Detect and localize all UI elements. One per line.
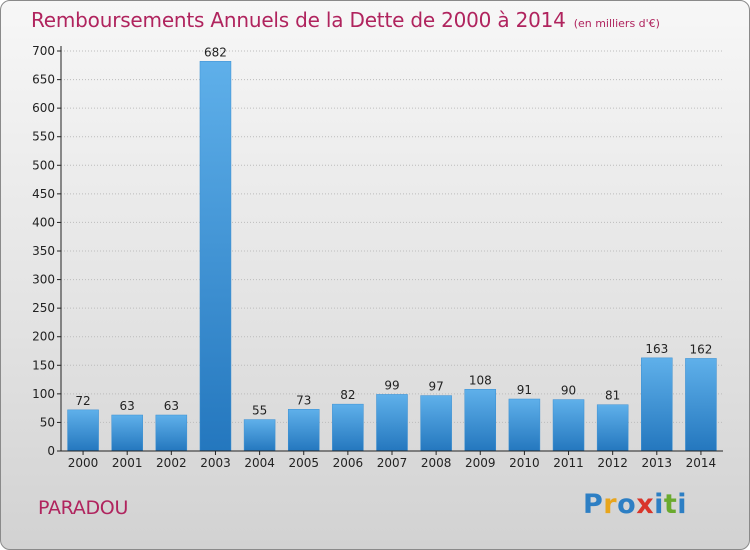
bar bbox=[376, 394, 408, 452]
chart-title-row: Remboursements Annuels de la Dette de 20… bbox=[31, 8, 660, 32]
y-tick-label: 300 bbox=[32, 273, 55, 287]
chart-unit-note: (en milliers d'€) bbox=[573, 17, 660, 30]
bar-value-label: 108 bbox=[469, 373, 492, 387]
x-tick-label: 2013 bbox=[642, 456, 673, 470]
y-tick-label: 550 bbox=[32, 130, 55, 144]
bar bbox=[552, 399, 585, 452]
bar bbox=[685, 358, 717, 452]
bar bbox=[464, 389, 497, 452]
bar bbox=[67, 409, 99, 452]
bar-value-label: 73 bbox=[296, 393, 311, 407]
bar bbox=[155, 414, 188, 452]
y-tick-label: 600 bbox=[32, 101, 55, 115]
logo-letter: o bbox=[617, 489, 637, 520]
logo-letter: r bbox=[603, 489, 618, 520]
y-tick-label: 650 bbox=[32, 73, 55, 87]
bar-value-label: 99 bbox=[384, 378, 399, 392]
logo-letter: t bbox=[663, 489, 678, 520]
x-tick-label: 2002 bbox=[156, 456, 187, 470]
y-tick-label: 150 bbox=[32, 358, 55, 372]
chart-title: Remboursements Annuels de la Dette de 20… bbox=[31, 8, 566, 32]
bar bbox=[420, 395, 452, 452]
grid-lines bbox=[61, 50, 723, 423]
x-tick-label: 2014 bbox=[686, 456, 717, 470]
x-tick-label: 2007 bbox=[377, 456, 408, 470]
x-tick-label: 2011 bbox=[553, 456, 584, 470]
x-tick-label: 2000 bbox=[68, 456, 99, 470]
logo-letter: P bbox=[583, 489, 604, 520]
y-tick-label: 350 bbox=[32, 244, 55, 258]
labels: 0 50 100 150 200 250 300 350 400 450 500 550 600 650 7… bbox=[32, 44, 716, 470]
y-tick-label: 250 bbox=[32, 301, 55, 315]
bar-value-label: 91 bbox=[517, 383, 532, 397]
bar-value-label: 97 bbox=[428, 380, 443, 394]
bar-value-label: 63 bbox=[164, 399, 179, 413]
y-tick-label: 50 bbox=[40, 415, 55, 429]
bar bbox=[199, 61, 232, 452]
axes bbox=[57, 46, 723, 455]
x-tick-label: 2008 bbox=[421, 456, 452, 470]
bars bbox=[67, 61, 717, 452]
bar bbox=[596, 404, 629, 452]
bar-value-label: 90 bbox=[561, 384, 576, 398]
y-tick-label: 450 bbox=[32, 187, 55, 201]
x-tick-label: 2004 bbox=[244, 456, 275, 470]
bar-value-label: 63 bbox=[120, 399, 135, 413]
logo-letter: i bbox=[654, 489, 664, 520]
x-tick-label: 2009 bbox=[465, 456, 496, 470]
y-tick-label: 400 bbox=[32, 215, 55, 229]
x-tick-label: 2003 bbox=[200, 456, 231, 470]
proxiti-logo: Proxiti bbox=[583, 489, 687, 520]
bar bbox=[508, 398, 541, 452]
bar-value-label: 81 bbox=[605, 389, 620, 403]
bar bbox=[243, 419, 276, 452]
logo-letter: x bbox=[636, 489, 655, 520]
logo-letter: i bbox=[677, 489, 688, 520]
x-tick-label: 2006 bbox=[333, 456, 364, 470]
y-tick-label: 500 bbox=[32, 158, 55, 172]
bar-value-label: 162 bbox=[689, 342, 712, 356]
x-tick-label: 2010 bbox=[509, 456, 540, 470]
y-tick-label: 700 bbox=[32, 44, 55, 58]
x-tick-label: 2005 bbox=[288, 456, 319, 470]
place-name: PARADOU bbox=[38, 497, 129, 519]
y-tick-label: 100 bbox=[32, 387, 55, 401]
bar bbox=[641, 357, 673, 452]
bar-value-label: 82 bbox=[340, 388, 355, 402]
y-tick-label: 200 bbox=[32, 330, 55, 344]
bar-value-label: 682 bbox=[204, 45, 227, 59]
bar bbox=[111, 414, 143, 452]
x-tick-label: 2001 bbox=[112, 456, 143, 470]
x-tick-label: 2012 bbox=[597, 456, 628, 470]
bar-value-label: 55 bbox=[252, 404, 267, 418]
bar bbox=[287, 409, 320, 452]
bar bbox=[332, 403, 364, 452]
y-tick-label: 0 bbox=[47, 444, 55, 458]
bar-value-label: 72 bbox=[75, 394, 90, 408]
bar-value-label: 163 bbox=[645, 342, 668, 356]
